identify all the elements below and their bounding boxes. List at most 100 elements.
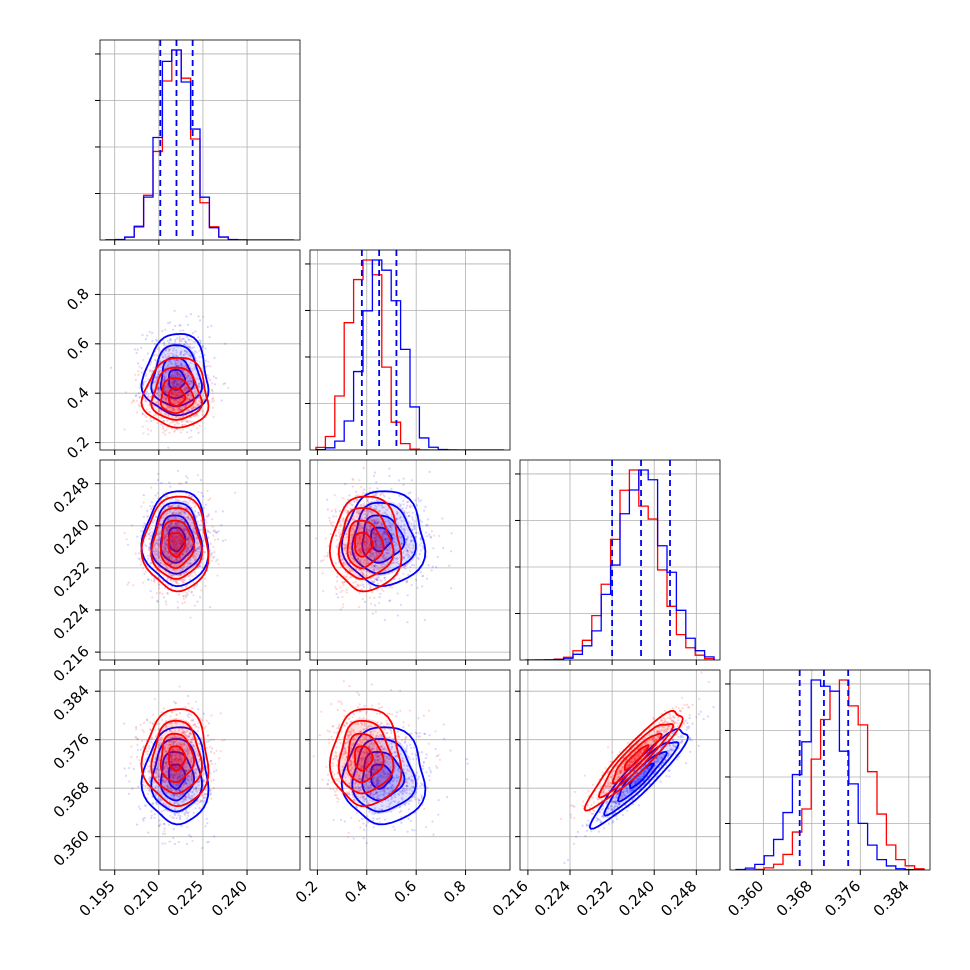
scatter-point [170, 373, 173, 377]
scatter-point [357, 606, 360, 609]
scatter-point [170, 406, 173, 409]
scatter-point [320, 560, 323, 563]
scatter-point [166, 386, 169, 389]
scatter-point [152, 380, 155, 383]
scatter-point [137, 373, 140, 376]
scatter-point [142, 501, 145, 504]
scatter-point [163, 385, 167, 388]
scatter-point [187, 814, 190, 817]
scatter-point [155, 377, 158, 380]
scatter-point [210, 738, 213, 741]
scatter-point [183, 389, 186, 392]
scatter-point [324, 537, 327, 540]
scatter-point [162, 364, 165, 367]
scatter-point [157, 387, 160, 390]
scatter-point [172, 386, 175, 389]
scatter-point [176, 383, 179, 386]
scatter-point [150, 452, 152, 454]
scatter-point [173, 413, 177, 416]
scatter-point [384, 585, 387, 589]
scatter-point [172, 374, 175, 377]
scatter-point [154, 548, 158, 551]
scatter-point [174, 522, 177, 525]
scatter-point [164, 548, 167, 551]
scatter-point [166, 406, 170, 409]
scatter-point [144, 380, 147, 383]
scatter-point [175, 512, 178, 515]
scatter-point [169, 405, 172, 409]
scatter-point [187, 495, 190, 498]
scatter-point [147, 546, 150, 549]
scatter-point [177, 417, 180, 420]
scatter-point [212, 399, 215, 402]
scatter-point [180, 540, 183, 543]
scatter-point [148, 529, 152, 532]
scatter-point [163, 388, 166, 391]
scatter-point [176, 406, 179, 409]
scatter-point [143, 522, 146, 525]
scatter-point [410, 584, 413, 587]
scatter-point [409, 504, 412, 507]
scatter-point [180, 337, 183, 341]
scatter-point [180, 824, 183, 828]
scatter-point [172, 408, 175, 412]
scatter-point [156, 542, 159, 545]
scatter-point [418, 552, 421, 556]
scatter-point [173, 309, 176, 312]
scatter-point [344, 483, 347, 486]
scatter-point [413, 520, 416, 523]
scatter-point [145, 400, 148, 403]
scatter-point [209, 552, 212, 555]
scatter-point [150, 579, 153, 582]
scatter-point [182, 510, 185, 513]
scatter-point [190, 495, 193, 498]
scatter-point [401, 578, 404, 581]
scatter-point [161, 842, 164, 845]
scatter-point [143, 396, 146, 399]
scatter-point [183, 601, 186, 604]
scatter-point [220, 524, 223, 527]
scatter-point [171, 391, 174, 394]
scatter-point [184, 392, 187, 395]
scatter-point [177, 593, 180, 596]
scatter-point [427, 518, 430, 521]
scatter-point [195, 413, 198, 416]
scatter-point [153, 403, 156, 406]
scatter-point [207, 360, 210, 363]
scatter-point [163, 398, 166, 401]
scatter-point [167, 552, 170, 555]
scatter-point [172, 828, 175, 831]
scatter-point [174, 523, 177, 526]
scatter-point [184, 594, 187, 597]
scatter-point [345, 591, 348, 594]
scatter-point [173, 423, 176, 426]
scatter-point [165, 428, 168, 431]
scatter-point [421, 575, 424, 578]
scatter-point [181, 396, 185, 399]
scatter-point [178, 339, 181, 342]
scatter-point [184, 529, 187, 532]
scatter-point [166, 555, 169, 558]
scatter-point [186, 397, 189, 400]
scatter-point [181, 415, 184, 418]
scatter-point [392, 537, 395, 540]
scatter-point [191, 407, 194, 411]
scatter-point [163, 343, 166, 347]
scatter-point [163, 375, 166, 378]
scatter-point [175, 543, 178, 546]
scatter-point [175, 389, 178, 392]
scatter-point [375, 494, 378, 497]
scatter-point [406, 511, 409, 514]
scatter-point [164, 398, 168, 401]
scatter-point [171, 382, 174, 385]
scatter-point [161, 408, 164, 412]
scatter-point [165, 345, 169, 348]
scatter-point [172, 544, 175, 547]
scatter-point [171, 370, 175, 373]
scatter-point [181, 419, 184, 422]
scatter-point [349, 576, 352, 579]
scatter-point [158, 819, 161, 822]
scatter-point [372, 494, 375, 497]
scatter-point [406, 551, 410, 554]
scatter-point [183, 374, 186, 377]
